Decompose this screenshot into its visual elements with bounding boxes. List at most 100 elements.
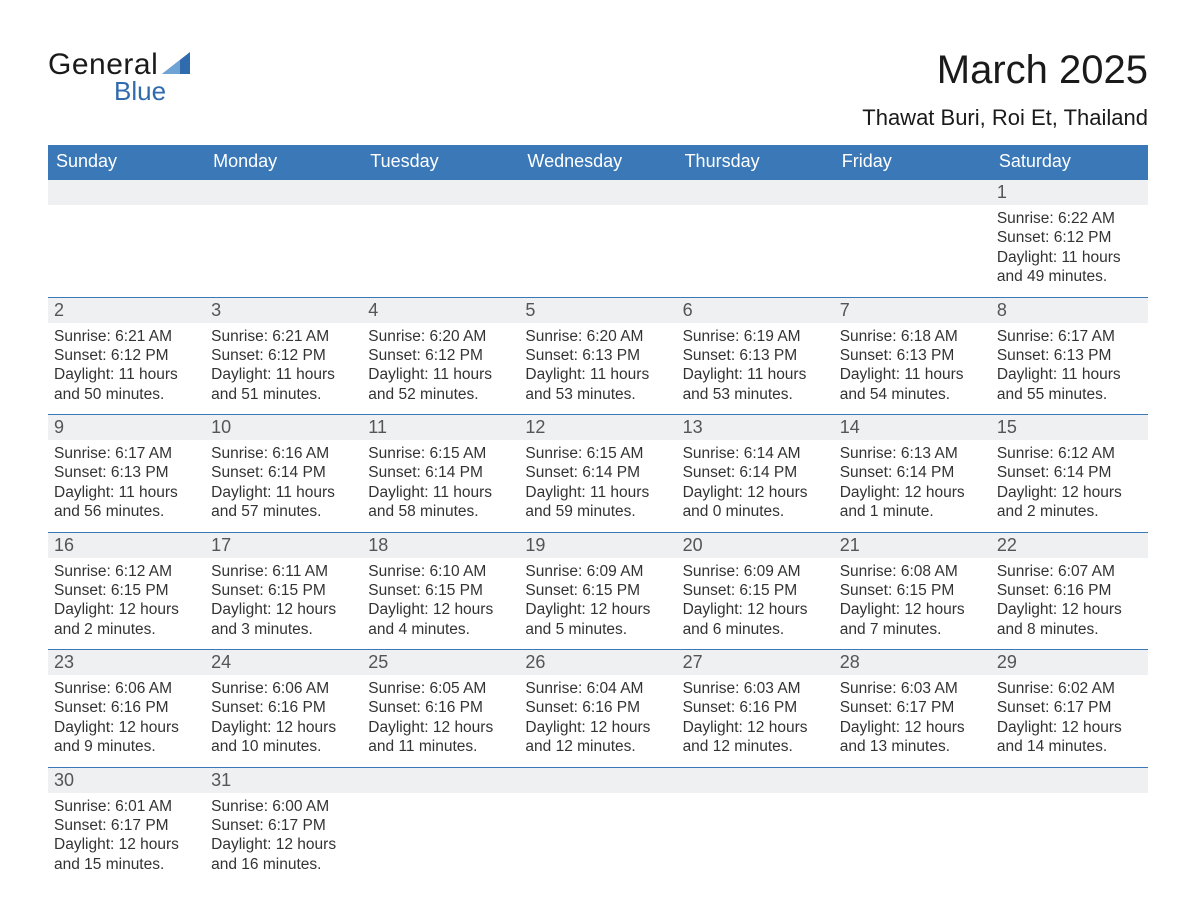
sunset-text: Sunset: 6:14 PM <box>840 463 985 482</box>
day-detail-cell: Sunrise: 6:07 AMSunset: 6:16 PMDaylight:… <box>991 558 1148 650</box>
sunrise-text: Sunrise: 6:20 AM <box>525 327 670 346</box>
detail-row: Sunrise: 6:01 AMSunset: 6:17 PMDaylight:… <box>48 793 1148 885</box>
day-detail-cell: Sunrise: 6:09 AMSunset: 6:15 PMDaylight:… <box>519 558 676 650</box>
day-number-cell: 29 <box>991 650 1148 676</box>
sunrise-text: Sunrise: 6:15 AM <box>525 444 670 463</box>
day-detail-cell: Sunrise: 6:03 AMSunset: 6:16 PMDaylight:… <box>677 675 834 767</box>
sunrise-text: Sunrise: 6:15 AM <box>368 444 513 463</box>
weekday-header: Wednesday <box>519 145 676 179</box>
sunset-text: Sunset: 6:15 PM <box>54 581 199 600</box>
sunset-text: Sunset: 6:15 PM <box>683 581 828 600</box>
sunrise-text: Sunrise: 6:02 AM <box>997 679 1142 698</box>
sunset-text: Sunset: 6:16 PM <box>683 698 828 717</box>
day-detail-cell: Sunrise: 6:21 AMSunset: 6:12 PMDaylight:… <box>205 323 362 415</box>
day-detail-cell: Sunrise: 6:06 AMSunset: 6:16 PMDaylight:… <box>48 675 205 767</box>
daynum-row: 9101112131415 <box>48 415 1148 441</box>
day-detail-cell: Sunrise: 6:17 AMSunset: 6:13 PMDaylight:… <box>48 440 205 532</box>
day-detail-cell: Sunrise: 6:20 AMSunset: 6:13 PMDaylight:… <box>519 323 676 415</box>
sunset-text: Sunset: 6:14 PM <box>525 463 670 482</box>
daylight-text: Daylight: 12 hours and 8 minutes. <box>997 600 1142 639</box>
detail-row: Sunrise: 6:12 AMSunset: 6:15 PMDaylight:… <box>48 558 1148 650</box>
daylight-text: Daylight: 11 hours and 54 minutes. <box>840 365 985 404</box>
sunrise-text: Sunrise: 6:13 AM <box>840 444 985 463</box>
sunrise-text: Sunrise: 6:06 AM <box>211 679 356 698</box>
month-title: March 2025 <box>862 48 1148 93</box>
sunrise-text: Sunrise: 6:17 AM <box>997 327 1142 346</box>
weekday-header: Sunday <box>48 145 205 179</box>
daylight-text: Daylight: 12 hours and 2 minutes. <box>997 483 1142 522</box>
day-detail-cell: Sunrise: 6:15 AMSunset: 6:14 PMDaylight:… <box>519 440 676 532</box>
day-number-cell: 9 <box>48 415 205 441</box>
sunset-text: Sunset: 6:17 PM <box>997 698 1142 717</box>
day-detail-cell <box>834 205 991 297</box>
sunrise-text: Sunrise: 6:21 AM <box>211 327 356 346</box>
day-number-cell: 25 <box>362 650 519 676</box>
sunset-text: Sunset: 6:14 PM <box>683 463 828 482</box>
sunset-text: Sunset: 6:13 PM <box>54 463 199 482</box>
day-detail-cell <box>205 205 362 297</box>
daynum-row: 16171819202122 <box>48 532 1148 558</box>
daylight-text: Daylight: 12 hours and 12 minutes. <box>525 718 670 757</box>
day-number-cell: 18 <box>362 532 519 558</box>
daylight-text: Daylight: 12 hours and 13 minutes. <box>840 718 985 757</box>
daylight-text: Daylight: 11 hours and 56 minutes. <box>54 483 199 522</box>
sunrise-text: Sunrise: 6:06 AM <box>54 679 199 698</box>
day-detail-cell: Sunrise: 6:01 AMSunset: 6:17 PMDaylight:… <box>48 793 205 885</box>
daylight-text: Daylight: 12 hours and 4 minutes. <box>368 600 513 639</box>
sunset-text: Sunset: 6:16 PM <box>525 698 670 717</box>
sunrise-text: Sunrise: 6:07 AM <box>997 562 1142 581</box>
sunrise-text: Sunrise: 6:00 AM <box>211 797 356 816</box>
day-number-cell <box>834 179 991 205</box>
sunset-text: Sunset: 6:15 PM <box>368 581 513 600</box>
day-number-cell: 10 <box>205 415 362 441</box>
calendar-table: SundayMondayTuesdayWednesdayThursdayFrid… <box>48 145 1148 884</box>
daylight-text: Daylight: 11 hours and 58 minutes. <box>368 483 513 522</box>
day-number-cell <box>519 179 676 205</box>
sunrise-text: Sunrise: 6:20 AM <box>368 327 513 346</box>
day-number-cell <box>205 179 362 205</box>
daynum-row: 1 <box>48 179 1148 205</box>
day-detail-cell: Sunrise: 6:08 AMSunset: 6:15 PMDaylight:… <box>834 558 991 650</box>
day-number-cell: 31 <box>205 767 362 793</box>
detail-row: Sunrise: 6:21 AMSunset: 6:12 PM Daylight:… <box>48 323 1148 415</box>
day-number-cell: 15 <box>991 415 1148 441</box>
daylight-text: Daylight: 12 hours and 11 minutes. <box>368 718 513 757</box>
daylight-text: Daylight: 12 hours and 6 minutes. <box>683 600 828 639</box>
day-detail-cell: Sunrise: 6:12 AMSunset: 6:15 PMDaylight:… <box>48 558 205 650</box>
day-detail-cell: Sunrise: 6:11 AMSunset: 6:15 PMDaylight:… <box>205 558 362 650</box>
daylight-text: Daylight: 12 hours and 2 minutes. <box>54 600 199 639</box>
daylight-text: Daylight: 12 hours and 7 minutes. <box>840 600 985 639</box>
day-number-cell: 8 <box>991 297 1148 323</box>
day-number-cell <box>519 767 676 793</box>
daylight-text: Daylight: 11 hours and 53 minutes. <box>683 365 828 404</box>
sunrise-text: Sunrise: 6:09 AM <box>683 562 828 581</box>
day-number-cell: 21 <box>834 532 991 558</box>
daylight-text: Daylight: 11 hours and 57 minutes. <box>211 483 356 522</box>
weekday-header: Thursday <box>677 145 834 179</box>
sunset-text: Sunset: 6:16 PM <box>54 698 199 717</box>
day-number-cell <box>362 179 519 205</box>
day-number-cell: 6 <box>677 297 834 323</box>
day-detail-cell <box>834 793 991 885</box>
day-number-cell: 13 <box>677 415 834 441</box>
daylight-text: Daylight: 12 hours and 14 minutes. <box>997 718 1142 757</box>
sunrise-text: Sunrise: 6:09 AM <box>525 562 670 581</box>
sunrise-text: Sunrise: 6:10 AM <box>368 562 513 581</box>
sunrise-text: Sunrise: 6:05 AM <box>368 679 513 698</box>
day-number-cell: 4 <box>362 297 519 323</box>
weekday-header: Tuesday <box>362 145 519 179</box>
day-number-cell: 3 <box>205 297 362 323</box>
location: Thawat Buri, Roi Et, Thailand <box>862 105 1148 131</box>
sunrise-text: Sunrise: 6:22 AM <box>997 209 1142 228</box>
sunset-text: Sunset: 6:16 PM <box>997 581 1142 600</box>
day-detail-cell: Sunrise: 6:05 AMSunset: 6:16 PMDaylight:… <box>362 675 519 767</box>
day-detail-cell: Sunrise: 6:06 AMSunset: 6:16 PMDaylight:… <box>205 675 362 767</box>
day-number-cell <box>991 767 1148 793</box>
sunrise-text: Sunrise: 6:12 AM <box>54 562 199 581</box>
daylight-text: Daylight: 11 hours and 55 minutes. <box>997 365 1142 404</box>
day-number-cell: 7 <box>834 297 991 323</box>
sunset-text: Sunset: 6:12 PM <box>211 346 356 365</box>
sunrise-text: Sunrise: 6:01 AM <box>54 797 199 816</box>
day-number-cell: 27 <box>677 650 834 676</box>
sunset-text: Sunset: 6:13 PM <box>997 346 1142 365</box>
